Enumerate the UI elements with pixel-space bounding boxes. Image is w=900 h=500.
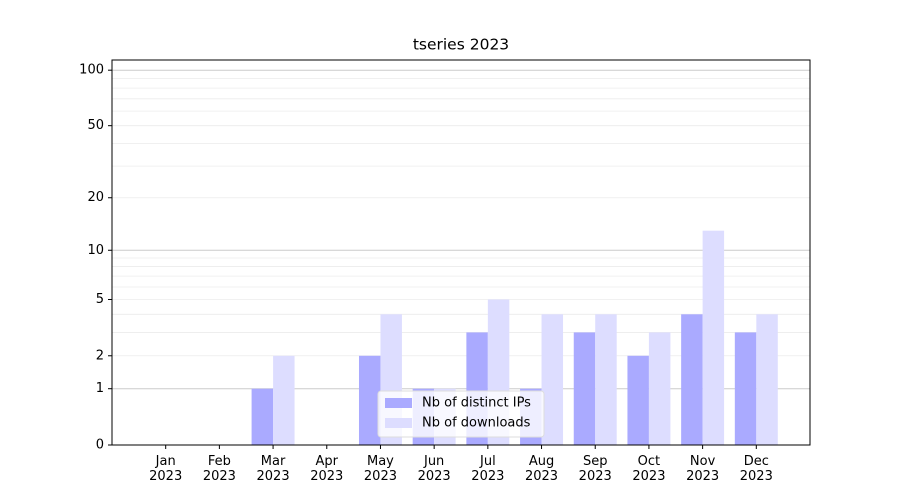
legend-label: Nb of distinct IPs <box>422 396 531 411</box>
y-tick-label: 10 <box>87 243 104 258</box>
bar <box>251 388 274 445</box>
bar <box>702 230 725 445</box>
y-tick-label: 20 <box>87 190 104 205</box>
legend-box <box>377 390 545 438</box>
legend-label: Nb of downloads <box>422 416 531 431</box>
x-tick-label: Feb 2023 <box>202 454 236 484</box>
plot-frame <box>111 59 811 446</box>
x-tick-label: Aug 2023 <box>524 454 559 484</box>
x-tick-label: Jan 2023 <box>149 454 183 484</box>
x-tick-label: Jun 2023 <box>417 454 451 484</box>
bar <box>595 314 617 445</box>
x-tick-label: Mar 2023 <box>256 454 290 484</box>
x-tick-label: Sep 2023 <box>578 454 612 484</box>
y-tick-label: 50 <box>87 118 104 133</box>
x-tick-label: Nov 2023 <box>686 454 720 484</box>
bar <box>541 314 564 445</box>
chart-title: tseries 2023 <box>413 36 509 54</box>
x-tick-label: Oct 2023 <box>632 454 666 484</box>
y-tick-label: 5 <box>96 292 104 307</box>
y-tick-label: 1 <box>96 381 104 396</box>
y-tick-label: 100 <box>79 63 104 78</box>
x-tick-label: Apr 2023 <box>310 454 344 484</box>
legend: Nb of distinct IPs Nb of downloads <box>377 390 545 438</box>
bar <box>648 332 671 445</box>
bar <box>734 332 757 445</box>
bar <box>573 332 596 445</box>
y-tick-label: 0 <box>96 438 104 453</box>
legend-swatch <box>385 398 412 408</box>
bar <box>681 314 703 445</box>
x-tick-label: Dec 2023 <box>739 454 773 484</box>
legend-swatch <box>385 418 412 428</box>
bar <box>627 355 649 445</box>
bar <box>756 314 778 445</box>
x-tick-label: Jul 2023 <box>471 454 505 484</box>
x-tick-label: May 2023 <box>363 454 397 484</box>
bar <box>273 355 295 445</box>
y-tick-label: 2 <box>96 348 104 363</box>
bar <box>358 355 381 445</box>
grid <box>112 69 810 390</box>
